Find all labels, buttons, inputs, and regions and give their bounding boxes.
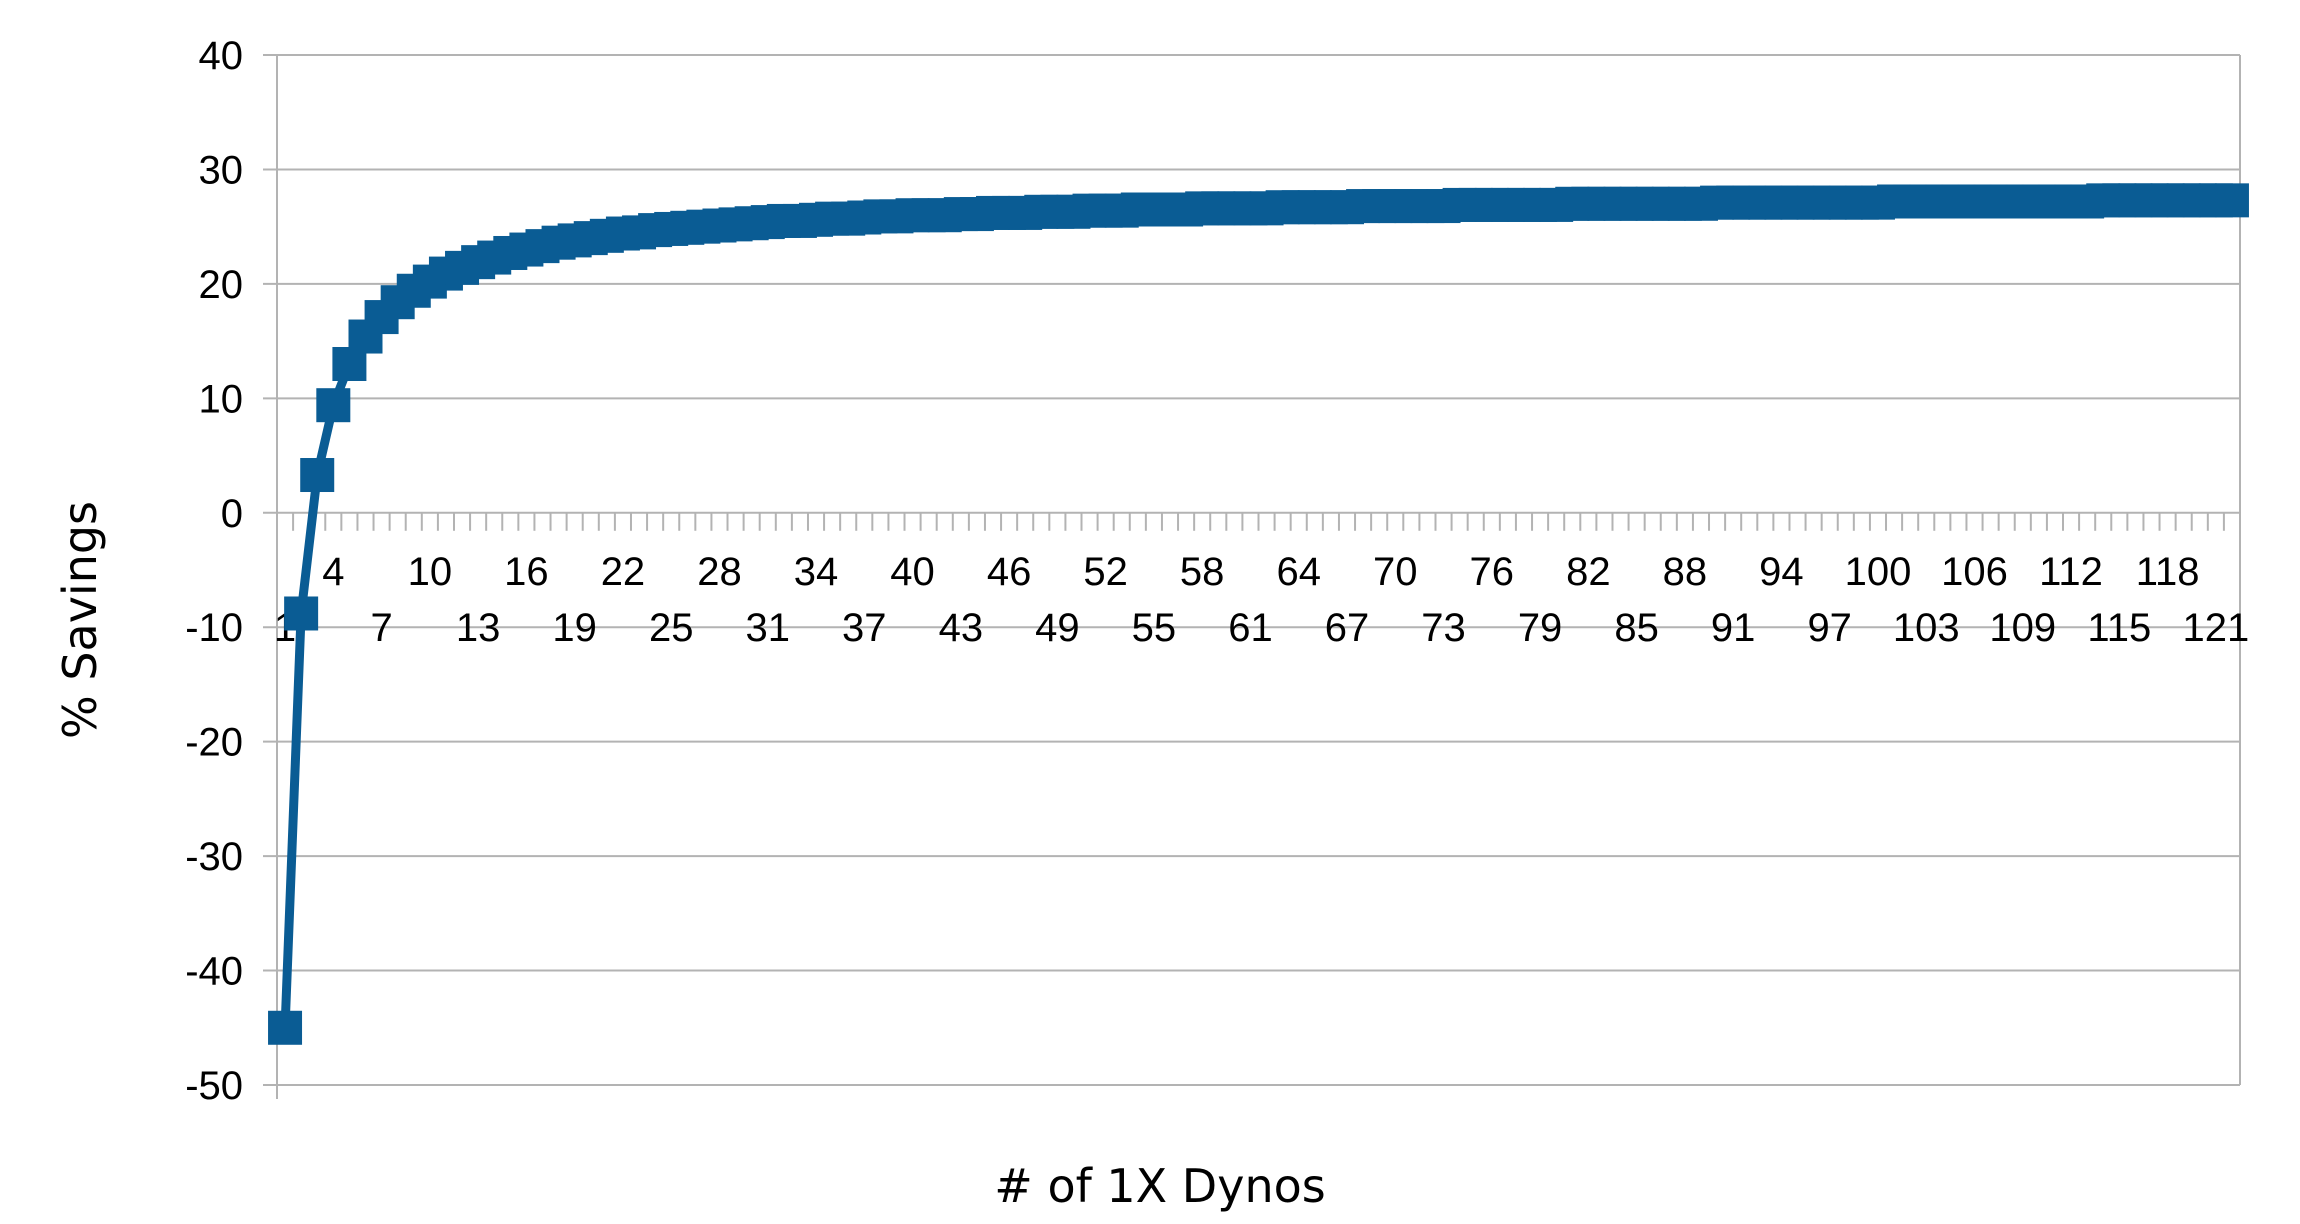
x-axis-title: # of 1X Dynos [994, 1159, 1325, 1213]
y-tick-label: -30 [185, 835, 243, 879]
data-point [284, 596, 319, 631]
x-tick-label: 67 [1325, 606, 1370, 650]
x-tick-label: 109 [1989, 606, 2056, 650]
x-tick-label: 112 [2039, 550, 2103, 594]
x-tick-label: 37 [842, 606, 887, 650]
x-tick-label: 100 [1845, 550, 1912, 594]
x-tick-label: 115 [2087, 606, 2151, 650]
gridlines [263, 54, 2240, 1086]
data-point [268, 1010, 303, 1045]
y-tick-label: -20 [185, 721, 243, 765]
x-tick-label: 82 [1566, 550, 1611, 594]
x-tick-label: 103 [1893, 606, 1960, 650]
x-tick-label: 4 [322, 550, 344, 594]
x-tick-label: 13 [456, 606, 501, 650]
x-tick-label: 70 [1373, 550, 1418, 594]
x-tick-label: 31 [746, 606, 791, 650]
x-tick-label: 10 [408, 550, 453, 594]
x-tick-label: 106 [1941, 550, 2008, 594]
series-savings [268, 183, 2249, 1045]
y-tick-label: 10 [199, 377, 244, 421]
x-tick-labels: 1471013161922252831343740434649525558616… [274, 550, 2249, 650]
x-tick-label: 46 [987, 550, 1032, 594]
x-tick-label: 19 [552, 606, 597, 650]
x-tick-label: 40 [890, 550, 935, 594]
data-point [2214, 183, 2249, 218]
y-tick-label: -10 [185, 606, 243, 650]
x-tick-label: 85 [1614, 606, 1659, 650]
y-tick-label: 40 [199, 34, 244, 78]
x-tick-label: 118 [2136, 550, 2200, 594]
y-tick-label: 20 [199, 263, 244, 307]
x-tick-label: 55 [1132, 606, 1177, 650]
y-tick-label: 30 [199, 148, 244, 192]
x-tick-label: 22 [601, 550, 646, 594]
y-tick-label: -40 [185, 950, 243, 994]
x-tick-label: 28 [697, 550, 742, 594]
x-tick-label: 61 [1228, 606, 1273, 650]
x-tick-label: 49 [1035, 606, 1080, 650]
x-tick-label: 88 [1663, 550, 1708, 594]
x-tick-label: 25 [649, 606, 694, 650]
x-tick-label: 58 [1180, 550, 1225, 594]
x-tick-label: 91 [1711, 606, 1756, 650]
x-tick-label: 76 [1470, 550, 1515, 594]
y-tick-label: 0 [221, 492, 243, 536]
x-tick-label: 73 [1421, 606, 1466, 650]
data-point [316, 388, 351, 423]
x-tick-label: 43 [939, 606, 984, 650]
x-tick-label: 64 [1276, 550, 1321, 594]
y-axis-title: % Savings [53, 501, 107, 739]
x-tick-label: 52 [1083, 550, 1128, 594]
x-tick-label: 97 [1807, 606, 1852, 650]
x-tick-label: 121 [2182, 606, 2249, 650]
data-point [300, 458, 335, 493]
axes [276, 55, 2241, 1099]
x-tick-label: 7 [370, 606, 392, 650]
y-tick-labels: 40 30 20 10 0 -10 -20 -30 -40 -50 [185, 34, 243, 1108]
x-tick-label: 94 [1759, 550, 1804, 594]
y-tick-label: -50 [185, 1064, 243, 1108]
x-tick-label: 34 [794, 550, 839, 594]
x-tick-label: 79 [1518, 606, 1563, 650]
x-tick-label: 16 [504, 550, 549, 594]
